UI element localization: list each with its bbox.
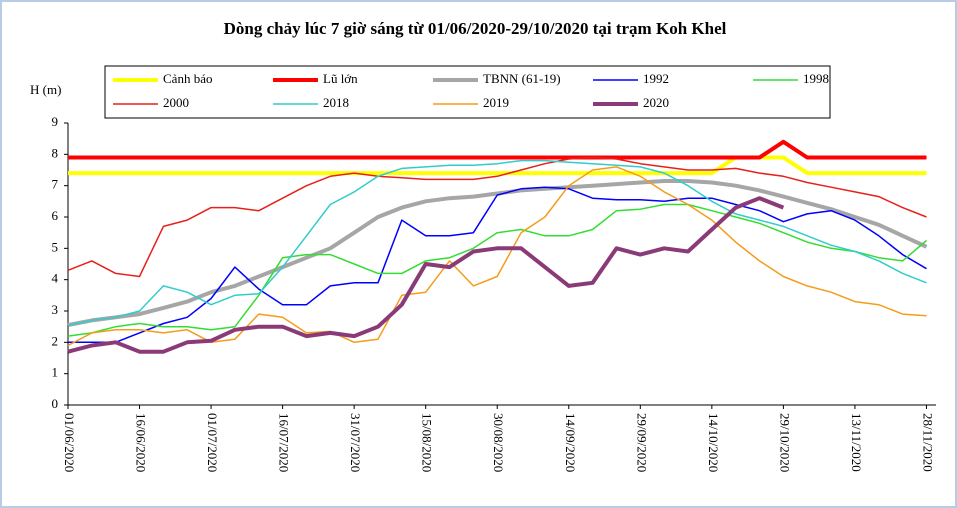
series-line [67,179,928,328]
legend-label: 1998 [803,71,829,86]
series-line [68,139,927,160]
y-tick-label: 5 [52,239,59,254]
legend-label: TBNN (61-19) [483,71,561,86]
x-tick-label: 29/09/2020 [634,413,649,472]
x-tick-label: 01/06/2020 [62,413,77,472]
x-tick-label: 30/08/2020 [491,413,506,472]
y-tick-label: 1 [52,365,59,380]
x-tick-label: 13/11/2020 [849,413,864,472]
series-line [67,203,927,337]
legend-label: 2018 [323,95,349,110]
chart-title: Dòng chảy lúc 7 giờ sáng từ 01/06/2020-2… [224,19,727,38]
y-axis-label: H (m) [30,82,61,97]
legend-label: 2020 [643,95,669,110]
legend-label: 2019 [483,95,509,110]
x-tick-label: 15/08/2020 [420,413,435,472]
legend-label: Lũ lớn [323,71,358,86]
y-tick-label: 3 [52,302,59,317]
y-tick-label: 2 [52,333,59,348]
y-tick-label: 6 [52,208,59,223]
y-tick-label: 4 [52,271,59,286]
series-line [67,196,785,354]
y-tick-label: 7 [52,177,59,192]
series-line [67,159,927,326]
legend-label: 2000 [163,95,189,110]
series-line [67,156,927,278]
x-tick-label: 28/11/2020 [920,413,935,472]
x-tick-label: 14/09/2020 [563,413,578,472]
x-tick-label: 31/07/2020 [348,413,363,472]
legend-label: Cảnh báo [163,71,212,86]
series-line [68,186,927,344]
x-tick-label: 16/06/2020 [134,413,149,472]
x-tick-label: 16/07/2020 [277,413,292,472]
legend-label: 1992 [643,71,669,86]
legend-box [104,65,831,119]
x-tick-label: 01/07/2020 [205,413,220,472]
y-tick-label: 8 [52,145,59,160]
x-tick-label: 14/10/2020 [706,413,721,472]
series-line [68,155,927,176]
y-tick-label: 0 [52,396,59,411]
x-tick-label: 29/10/2020 [777,413,792,472]
y-tick-label: 9 [52,114,59,129]
